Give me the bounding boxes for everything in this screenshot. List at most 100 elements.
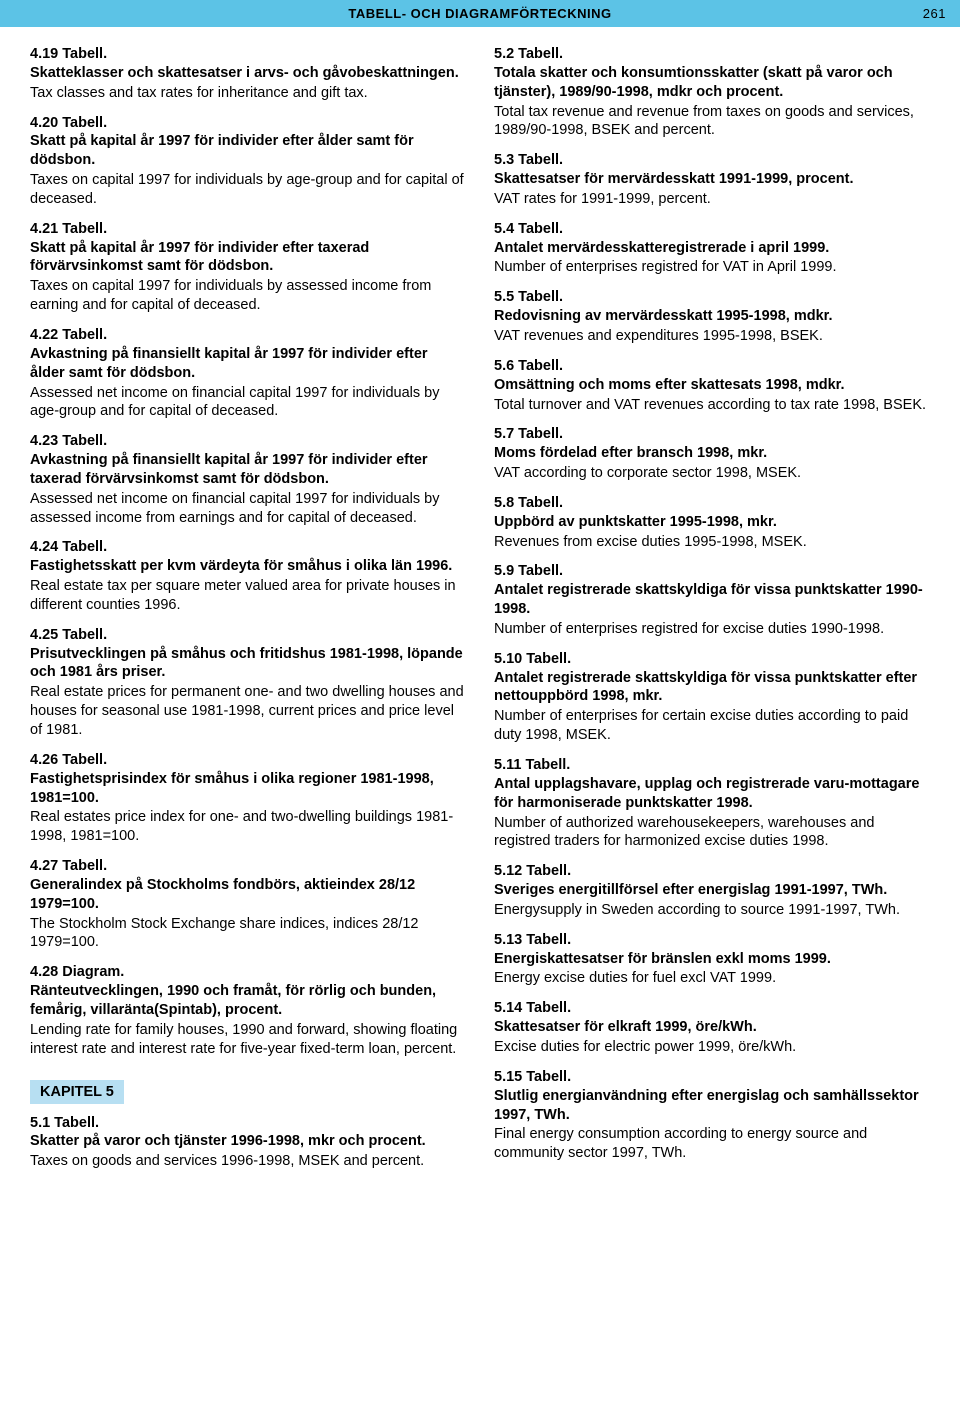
entry-title-en: Energy excise duties for fuel excl VAT 1… (494, 969, 930, 988)
entry-number: 5.6 Tabell. (494, 357, 930, 376)
entry-title-sv: Avkastning på finansiellt kapital år 199… (30, 345, 466, 383)
toc-entry: 4.19 Tabell.Skatteklasser och skattesats… (30, 45, 466, 103)
entry-number: 5.1 Tabell. (30, 1114, 466, 1133)
entry-title-sv: Fastighetsprisindex för småhus i olika r… (30, 770, 466, 808)
entry-number: 4.23 Tabell. (30, 432, 466, 451)
entry-number: 4.19 Tabell. (30, 45, 466, 64)
entry-title-sv: Moms fördelad efter bransch 1998, mkr. (494, 444, 930, 463)
toc-entry: 4.21 Tabell.Skatt på kapital år 1997 för… (30, 220, 466, 315)
entry-title-en: Excise duties for electric power 1999, ö… (494, 1038, 930, 1057)
entry-number: 5.10 Tabell. (494, 650, 930, 669)
entry-title-sv: Energiskattesatser för bränslen exkl mom… (494, 950, 930, 969)
toc-entry: 5.13 Tabell.Energiskattesatser för bräns… (494, 931, 930, 989)
entry-title-sv: Antal upplagshavare, upplag och registre… (494, 775, 930, 813)
entry-title-sv: Antalet mervärdesskatteregistrerade i ap… (494, 239, 930, 258)
toc-entry: 4.27 Tabell.Generalindex på Stockholms f… (30, 857, 466, 952)
right-column: 5.2 Tabell.Totala skatter och konsumtion… (494, 45, 930, 1182)
toc-entry: 4.20 Tabell.Skatt på kapital år 1997 för… (30, 114, 466, 209)
entry-title-sv: Skattesatser för elkraft 1999, öre/kWh. (494, 1018, 930, 1037)
entry-number: 5.7 Tabell. (494, 425, 930, 444)
page-number: 261 (923, 6, 946, 21)
entry-title-en: Real estates price index for one- and tw… (30, 808, 466, 846)
toc-entry: 5.4 Tabell.Antalet mervärdesskatteregist… (494, 220, 930, 278)
toc-entry: 4.26 Tabell.Fastighetsprisindex för småh… (30, 751, 466, 846)
entry-title-en: VAT rates for 1991-1999, percent. (494, 190, 930, 209)
entry-title-en: Assessed net income on financial capital… (30, 384, 466, 422)
entry-title-sv: Skatter på varor och tjänster 1996-1998,… (30, 1132, 466, 1151)
entry-title-en: Real estate tax per square meter valued … (30, 577, 466, 615)
entry-number: 5.11 Tabell. (494, 756, 930, 775)
entry-title-sv: Skatt på kapital år 1997 för individer e… (30, 132, 466, 170)
entry-number: 5.2 Tabell. (494, 45, 930, 64)
entry-title-sv: Skattesatser för mervärdesskatt 1991-199… (494, 170, 930, 189)
entry-number: 4.22 Tabell. (30, 326, 466, 345)
entry-title-sv: Slutlig energianvändning efter energisla… (494, 1087, 930, 1125)
entry-number: 4.20 Tabell. (30, 114, 466, 133)
toc-entry: 4.23 Tabell.Avkastning på finansiellt ka… (30, 432, 466, 527)
page-header: TABELL- OCH DIAGRAMFÖRTECKNING 261 (0, 0, 960, 27)
toc-entry: 4.24 Tabell.Fastighetsskatt per kvm värd… (30, 538, 466, 614)
toc-entry: 5.10 Tabell.Antalet registrerade skattsk… (494, 650, 930, 745)
toc-entry: 5.15 Tabell.Slutlig energianvändning eft… (494, 1068, 930, 1163)
entry-number: 4.24 Tabell. (30, 538, 466, 557)
entry-number: 4.21 Tabell. (30, 220, 466, 239)
toc-entry: 5.5 Tabell.Redovisning av mervärdesskatt… (494, 288, 930, 346)
entry-title-sv: Antalet registrerade skattskyldiga för v… (494, 669, 930, 707)
entry-title-sv: Sveriges energitillförsel efter energisl… (494, 881, 930, 900)
toc-entry: 5.6 Tabell.Omsättning och moms efter ska… (494, 357, 930, 415)
entry-number: 5.8 Tabell. (494, 494, 930, 513)
toc-entry: 4.28 Diagram.Ränteutvecklingen, 1990 och… (30, 963, 466, 1058)
entry-title-en: Revenues from excise duties 1995-1998, M… (494, 533, 930, 552)
toc-entry: 4.22 Tabell.Avkastning på finansiellt ka… (30, 326, 466, 421)
entry-title-en: Lending rate for family houses, 1990 and… (30, 1021, 466, 1059)
entry-title-en: Real estate prices for permanent one- an… (30, 683, 466, 740)
entry-title-sv: Avkastning på finansiellt kapital år 199… (30, 451, 466, 489)
content-area: 4.19 Tabell.Skatteklasser och skattesats… (0, 27, 960, 1212)
toc-entry: 5.9 Tabell.Antalet registrerade skattsky… (494, 562, 930, 638)
entry-title-en: Final energy consumption according to en… (494, 1125, 930, 1163)
entry-number: 5.14 Tabell. (494, 999, 930, 1018)
toc-entry: 5.12 Tabell.Sveriges energitillförsel ef… (494, 862, 930, 920)
toc-entry: 5.2 Tabell.Totala skatter och konsumtion… (494, 45, 930, 140)
header-title: TABELL- OCH DIAGRAMFÖRTECKNING (348, 6, 611, 21)
entry-title-en: Number of enterprises registred for exci… (494, 620, 930, 639)
entry-title-en: Taxes on capital 1997 for individuals by… (30, 171, 466, 209)
entry-title-en: VAT revenues and expenditures 1995-1998,… (494, 327, 930, 346)
entry-title-en: Number of enterprises registred for VAT … (494, 258, 930, 277)
toc-entry: 5.7 Tabell.Moms fördelad efter bransch 1… (494, 425, 930, 483)
entry-number: 5.4 Tabell. (494, 220, 930, 239)
entry-title-sv: Generalindex på Stockholms fondbörs, akt… (30, 876, 466, 914)
entry-number: 5.15 Tabell. (494, 1068, 930, 1087)
entry-title-en: Taxes on goods and services 1996-1998, M… (30, 1152, 466, 1171)
entry-title-sv: Redovisning av mervärdesskatt 1995-1998,… (494, 307, 930, 326)
entry-number: 4.28 Diagram. (30, 963, 466, 982)
entry-title-sv: Skatteklasser och skattesatser i arvs- o… (30, 64, 466, 83)
entry-title-en: Total turnover and VAT revenues accordin… (494, 396, 930, 415)
toc-entry: 5.11 Tabell.Antal upplagshavare, upplag … (494, 756, 930, 851)
toc-entry: 5.14 Tabell.Skattesatser för elkraft 199… (494, 999, 930, 1057)
entry-number: 5.12 Tabell. (494, 862, 930, 881)
toc-entry: 5.8 Tabell.Uppbörd av punktskatter 1995-… (494, 494, 930, 552)
entry-title-en: Energysupply in Sweden according to sour… (494, 901, 930, 920)
entry-number: 4.26 Tabell. (30, 751, 466, 770)
entry-title-en: Total tax revenue and revenue from taxes… (494, 103, 930, 141)
entry-number: 5.3 Tabell. (494, 151, 930, 170)
left-column: 4.19 Tabell.Skatteklasser och skattesats… (30, 45, 466, 1182)
entry-number: 5.5 Tabell. (494, 288, 930, 307)
entry-title-sv: Skatt på kapital år 1997 för individer e… (30, 239, 466, 277)
entry-title-en: Number of enterprises for certain excise… (494, 707, 930, 745)
entry-title-en: Tax classes and tax rates for inheritanc… (30, 84, 466, 103)
entry-title-en: Number of authorized warehousekeepers, w… (494, 814, 930, 852)
entry-title-sv: Uppbörd av punktskatter 1995-1998, mkr. (494, 513, 930, 532)
toc-entry: 5.1 Tabell.Skatter på varor och tjänster… (30, 1114, 466, 1172)
entry-title-sv: Prisutvecklingen på småhus och fritidshu… (30, 645, 466, 683)
entry-number: 4.25 Tabell. (30, 626, 466, 645)
entry-title-sv: Fastighetsskatt per kvm värdeyta för små… (30, 557, 466, 576)
entry-title-sv: Omsättning och moms efter skattesats 199… (494, 376, 930, 395)
chapter-label: KAPITEL 5 (30, 1080, 124, 1104)
entry-number: 5.13 Tabell. (494, 931, 930, 950)
toc-entry: 4.25 Tabell.Prisutvecklingen på småhus o… (30, 626, 466, 740)
entry-title-en: The Stockholm Stock Exchange share indic… (30, 915, 466, 953)
entry-title-sv: Ränteutvecklingen, 1990 och framåt, för … (30, 982, 466, 1020)
entry-title-en: Assessed net income on financial capital… (30, 490, 466, 528)
